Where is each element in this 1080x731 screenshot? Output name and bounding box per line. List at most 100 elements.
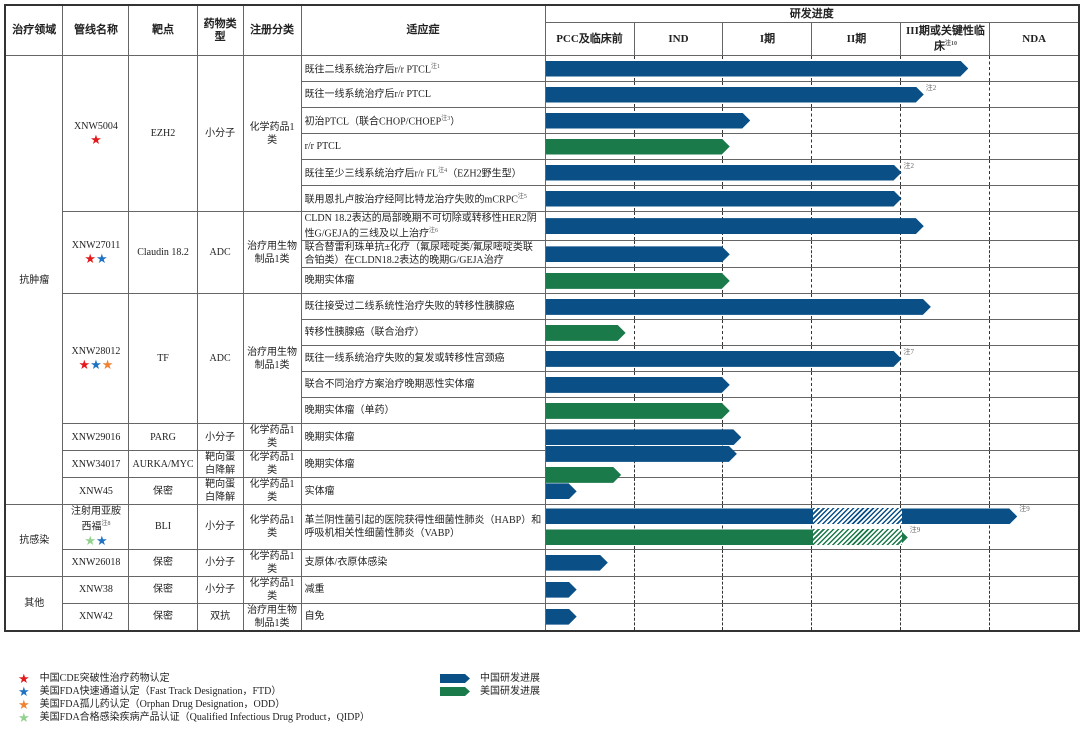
star-icon-ftd: ★ — [95, 250, 108, 266]
drug-type: 小分子 — [196, 423, 244, 452]
stage-cell — [544, 602, 635, 632]
pipeline-name-cell: XNW28012 ★★★ — [62, 293, 130, 425]
stage-note: 注10 — [944, 40, 957, 47]
indication-note: 注6 — [429, 228, 439, 234]
table-row: XNW26018 保密 小分子 化学药品1类 支原体/衣原体感染 — [5, 548, 1080, 577]
indication: 既往至少三线系统治疗后r/r FL注4（EZH2野生型） — [300, 159, 546, 186]
stage-cell — [544, 267, 634, 295]
progress-note: 注9 — [909, 526, 921, 535]
stage-cell — [544, 210, 634, 242]
indication: 既往接受过二线系统性治疗失败的转移性胰腺癌 — [300, 293, 546, 321]
stage-cell — [544, 575, 635, 604]
drug-type: 小分子 — [196, 548, 244, 577]
indication: 晚期实体瘤 — [300, 450, 546, 479]
pipeline-name: XNW29016 — [71, 431, 121, 443]
indication-text: 联合不同治疗方案治疗晚期恶性实体瘤 — [304, 379, 475, 391]
indication-text: 减重 — [304, 584, 325, 596]
progress-bars — [546, 451, 1080, 477]
pipeline-name: 注射用亚胺西福 — [70, 506, 121, 533]
progress-bars: 注2 — [546, 160, 1080, 185]
indication: 减重 — [300, 575, 546, 604]
progress-note: 注9 — [1019, 505, 1030, 514]
stage-cell — [900, 423, 991, 452]
indication: 自免 — [300, 602, 546, 632]
pipeline-name: XNW34017 — [71, 458, 121, 470]
stage-header: II期 — [811, 22, 902, 56]
header-drug-type: 药物类型 — [196, 4, 244, 56]
star-icon-ftd: ★ — [90, 356, 102, 372]
progress-arrow — [546, 377, 730, 393]
progress-bars — [546, 604, 1080, 630]
pipeline-name-cell: XNW29016 — [62, 423, 130, 452]
star-icon-ftd: ★ — [95, 532, 108, 548]
star-icon-qidp: ★ — [84, 532, 96, 548]
indication: 联合替雷利珠单抗±化疗（氟尿嘧啶类/氟尿嘧啶类联合铂类）在CLDN18.2表达的… — [300, 240, 546, 269]
stage-cell — [989, 267, 1080, 295]
progress-arrow — [546, 273, 730, 289]
drug-type: 小分子 — [196, 504, 244, 550]
stage-cell — [633, 575, 724, 604]
progress-bar-china: 注2 — [546, 84, 936, 103]
drug-type: 小分子 — [196, 575, 244, 604]
stage-cell — [989, 602, 1080, 632]
progress-bars — [546, 424, 1080, 450]
drug-type: 小分子 — [196, 55, 244, 212]
legend-label: 中国CDE突破性治疗药物认定 — [39, 673, 170, 684]
table-row: XNW34017 AURKA/MYC 靶向蛋白降解 化学药品1类 晚期实体瘤 — [5, 450, 1080, 479]
indication-text: 联合替雷利珠单抗±化疗（氟尿嘧啶类/氟尿嘧啶类联合铂类）在CLDN18.2表达的… — [304, 242, 533, 267]
progress-arrow — [546, 609, 577, 625]
header-progress: 研发进度 — [544, 4, 1080, 23]
stage-cell — [989, 450, 1080, 479]
progress-arrow — [546, 165, 902, 181]
stage-label: IND — [668, 32, 689, 45]
star-icon-ftd: ★ — [18, 684, 30, 699]
progress-bar-us — [546, 403, 730, 419]
progress-bars — [546, 294, 1080, 319]
indication-note: 注4 — [438, 167, 448, 174]
table-row: XNW42 保密 双抗 治疗用生物制品1类 自免 — [5, 602, 1080, 632]
legend-item: 中国研发进展 — [440, 672, 540, 685]
progress-bars — [546, 212, 1080, 240]
indication: 支原体/衣原体感染 — [300, 548, 546, 577]
stage-cell: 注2 — [544, 81, 936, 108]
star-icon-cde: ★ — [84, 250, 96, 266]
stage-cell — [900, 602, 991, 632]
pipeline-table: 治疗领域 管线名称 靶点 药物类型 注册分类 适应症 研发进度 PCC及临床前 I… — [4, 4, 1080, 632]
stage-cell — [900, 477, 991, 506]
stage-cell — [544, 133, 634, 160]
stage-cell — [989, 397, 1080, 425]
hatched-segment — [812, 529, 902, 546]
stage-label: II期 — [846, 32, 867, 45]
progress-bars — [546, 268, 1080, 293]
indication: 实体瘤 — [300, 477, 546, 506]
progress-arrow — [546, 351, 902, 367]
registration-class: 化学药品1类 — [242, 504, 302, 550]
target: EZH2 — [128, 55, 198, 212]
header-registration: 注册分类 — [242, 4, 302, 56]
indication-text: 既往接受过二线系统性治疗失败的转移性胰腺癌 — [304, 301, 515, 313]
table-row: XNW45 保密 靶向蛋白降解 化学药品1类 实体瘤 — [5, 477, 1080, 506]
progress-bar-china — [546, 582, 577, 598]
legend-bars: 中国研发进展 美国研发进展 — [440, 672, 540, 698]
legend-stars: ★ 中国CDE突破性治疗药物认定 ★ 美国FDA快速通道认定（Fast Track D… — [18, 672, 370, 724]
legend-label: 美国研发进展 — [480, 686, 540, 697]
progress-arrow — [546, 299, 931, 315]
table-row: 晚期实体瘤 — [5, 267, 1080, 295]
progress-bar-china: 注9 — [546, 505, 1030, 525]
header-pipeline: 管线名称 — [62, 4, 130, 56]
indication-text: 支原体/衣原体感染 — [304, 557, 388, 569]
progress-bar-china — [546, 61, 969, 77]
indication: 联合不同治疗方案治疗晚期恶性实体瘤 — [300, 371, 546, 399]
legend-label: 美国FDA快速通道认定（Fast Track Designation，FTD） — [39, 686, 282, 697]
progress-bar-china — [546, 446, 737, 462]
target: 保密 — [128, 575, 198, 604]
therapeutic-area: 其他 — [4, 575, 64, 632]
indication-text: 既往至少三线系统治疗后r/r FL — [304, 168, 439, 180]
pipeline-name-cell: XNW26018 — [62, 548, 130, 577]
stage-cell — [811, 319, 902, 347]
indication: CLDN 18.2表达的局部晚期不可切除或转移性HER2阴性G/GEJA的三线及… — [300, 210, 546, 242]
progress-arrow — [546, 483, 577, 499]
legend-item: ★ 美国FDA合格感染疾病产品认证（Qualified Infectious Dr… — [18, 711, 370, 724]
indication: 初治PTCL（联合CHOP/CHOEP注3） — [300, 107, 546, 134]
target: BLI — [128, 504, 198, 550]
